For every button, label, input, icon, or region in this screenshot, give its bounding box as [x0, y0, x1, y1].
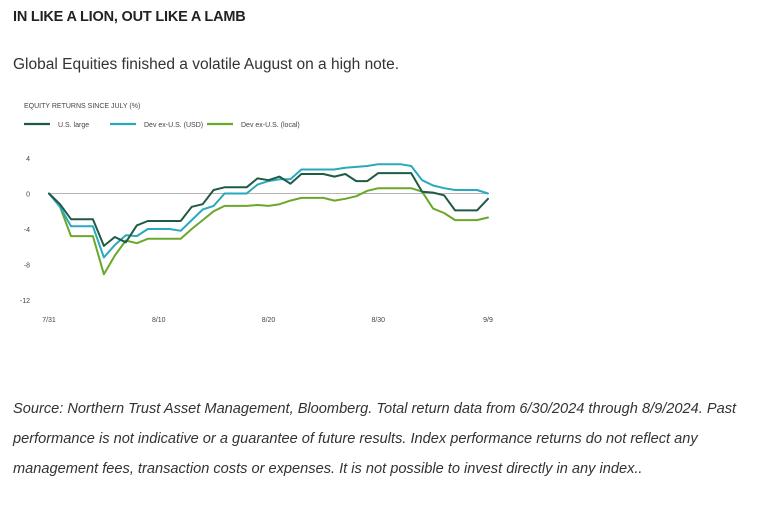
y-tick-label: 4 [26, 156, 30, 163]
x-tick-label: 8/20 [262, 317, 276, 324]
headline: IN LIKE A LION, OUT LIKE A LAMB [13, 9, 246, 25]
y-axis-ticks: 4 0 -4 -8 -12 [20, 156, 30, 305]
source-note: Source: Northern Trust Asset Management,… [13, 401, 737, 477]
legend-label: Dev ex-U.S. (USD) [144, 122, 203, 129]
series-line [48, 163, 489, 259]
legend-label: U.S. large [58, 122, 89, 129]
y-tick-label: 0 [26, 192, 30, 199]
y-tick-label: -4 [24, 227, 30, 234]
series-line [48, 187, 489, 276]
y-tick-label: -8 [24, 263, 30, 270]
chart-svg: EQUITY RETURNS SINCE JULY (%) U.S. large… [20, 103, 493, 324]
y-tick-label: -12 [20, 298, 30, 305]
chart-legend: U.S. large Dev ex-U.S. (USD) Dev ex-U.S. (… [24, 122, 300, 129]
x-tick-label: 8/10 [152, 317, 166, 324]
x-tick-label: 8/30 [371, 317, 385, 324]
legend-label: Dev ex-U.S. (local) [241, 122, 300, 129]
equity-returns-chart: EQUITY RETURNS SINCE JULY (%) U.S. large… [0, 95, 520, 335]
x-axis-ticks: 7/31 8/10 8/20 8/30 9/9 [42, 317, 493, 324]
series-lines [48, 163, 489, 276]
chart-title: EQUITY RETURNS SINCE JULY (%) [24, 103, 140, 110]
subhead: Global Equities finished a volatile Augu… [13, 56, 400, 73]
series-line [48, 172, 489, 247]
x-tick-label: 9/9 [483, 317, 493, 324]
x-tick-label: 7/31 [42, 317, 56, 324]
